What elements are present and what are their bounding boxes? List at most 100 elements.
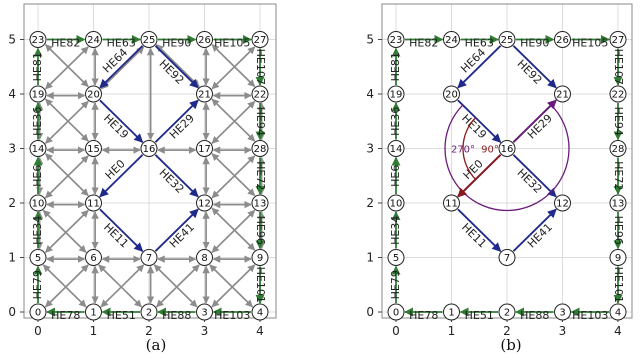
- edge-label: HE63: [107, 37, 136, 50]
- x-tick-label: 2: [145, 324, 153, 338]
- vertex-24: 24: [443, 31, 460, 48]
- edge-label: HE41: [525, 221, 555, 251]
- edge-label: HE36: [389, 107, 402, 136]
- vertex-26: 26: [554, 31, 571, 48]
- half-edge-HE11: [457, 208, 502, 252]
- edge-label: HE72: [612, 161, 625, 190]
- vertex-label: 16: [501, 144, 514, 155]
- half-edge-gray: [153, 264, 198, 308]
- edge-label: HE32: [157, 166, 187, 196]
- edge-label: HE51: [465, 309, 494, 322]
- vertex-0: 0: [29, 303, 47, 321]
- vertex-label: 4: [257, 308, 263, 319]
- vertex-circle: [609, 303, 627, 321]
- vertex-label: 5: [393, 253, 399, 264]
- edge-label: HE19: [459, 112, 489, 142]
- half-edge-gray: [45, 264, 89, 308]
- vertex-circle: [29, 249, 47, 266]
- y-tick-label: 5: [8, 33, 16, 47]
- vertex-circle: [85, 85, 102, 103]
- vertex-circle: [387, 303, 405, 321]
- half-edge-HE19: [99, 99, 144, 143]
- angle-label-90: 90°: [481, 145, 499, 156]
- edge-label: HE72: [254, 161, 267, 190]
- vertex-circle: [29, 31, 47, 48]
- vertex-25: 25: [498, 31, 516, 48]
- vertex-circle: [85, 303, 102, 321]
- edge-label: HE81: [389, 52, 402, 81]
- vertex-21: 21: [554, 85, 571, 103]
- vertex-circle: [443, 31, 460, 48]
- half-edge-gray: [45, 44, 89, 88]
- half-edge-HE19: [457, 99, 502, 143]
- vertex-14: 14: [387, 140, 405, 157]
- boundary-edges: HE82 HE63 HE90 HE105HE107HE94HE72HE96HE101H…: [31, 35, 267, 322]
- vertex-circle: [554, 194, 571, 212]
- x-tick-label: 3: [559, 324, 567, 338]
- vertex-20: 20: [85, 85, 102, 103]
- half-edge-gray: [156, 264, 200, 308]
- vertex-circle: [196, 31, 213, 48]
- vertex-circle: [387, 31, 405, 48]
- vertex-label: 8: [201, 253, 207, 264]
- vertex-27: 27: [609, 31, 627, 48]
- vertex-label: 11: [87, 199, 100, 210]
- edge-label: HE81: [31, 52, 44, 81]
- half-edge-gray: [45, 100, 89, 144]
- vertex-label: 0: [393, 308, 399, 319]
- vertex-circle: [140, 140, 158, 157]
- vertex-label: 21: [556, 90, 569, 101]
- vertex-26: 26: [196, 31, 213, 48]
- vertex-circle: [196, 249, 213, 266]
- edge-label: HE94: [612, 107, 625, 136]
- vertex-label: 26: [556, 35, 569, 46]
- edge-label: HE92: [515, 57, 545, 87]
- y-tick-label: 1: [366, 251, 374, 265]
- vertex-1: 1: [85, 303, 102, 321]
- vertex-1: 1: [443, 303, 460, 321]
- vertex-circle: [498, 31, 516, 48]
- edge-label: HE79: [389, 270, 402, 299]
- boundary-edges: HE82 HE63 HE90 HE105HE107HE94HE72HE96HE101H…: [389, 35, 625, 322]
- vertex-label: 3: [559, 308, 565, 319]
- edge-label: HE101: [612, 267, 625, 303]
- vertex-circle: [498, 140, 516, 157]
- vertex-circle: [29, 194, 47, 212]
- x-tick-label: 1: [90, 324, 98, 338]
- vertex-3: 3: [554, 303, 571, 321]
- edge-label: HE101: [254, 267, 267, 303]
- half-edge-HE92: [154, 45, 199, 89]
- vertex-circle: [140, 303, 158, 321]
- half-edge-gray: [45, 46, 89, 90]
- edge-label: HE0: [103, 157, 128, 182]
- vertex-4: 4: [251, 303, 269, 321]
- vertex-8: 8: [196, 249, 213, 266]
- half-edge-gray: [211, 207, 256, 251]
- vertex-circle: [498, 249, 516, 266]
- panel-caption: (a): [146, 336, 167, 354]
- half-edge-gray: [45, 155, 89, 199]
- x-tick-label: 2: [503, 324, 511, 338]
- vertex-label: 6: [90, 253, 96, 264]
- vertex-11: 11: [443, 194, 460, 212]
- vertex-11: 11: [85, 194, 102, 212]
- vertex-label: 10: [32, 199, 45, 210]
- angle-arc-red: [462, 116, 477, 181]
- edge-label: HE82: [409, 37, 438, 50]
- vertex-label: 13: [254, 199, 267, 210]
- vertex-7: 7: [498, 249, 516, 266]
- half-edge-gray: [211, 98, 256, 142]
- y-tick-label: 2: [366, 196, 374, 210]
- vertex-label: 1: [448, 308, 454, 319]
- vertex-2: 2: [498, 303, 516, 321]
- vertex-label: 12: [198, 199, 211, 210]
- x-tick-label: 4: [256, 324, 264, 338]
- vertex-15: 15: [85, 140, 102, 157]
- half-edge-HE64: [457, 45, 502, 89]
- vertex-label: 9: [615, 253, 621, 264]
- vertex-10: 10: [387, 194, 405, 212]
- edge-label: HE36: [31, 107, 44, 136]
- vertex-17: 17: [196, 140, 213, 157]
